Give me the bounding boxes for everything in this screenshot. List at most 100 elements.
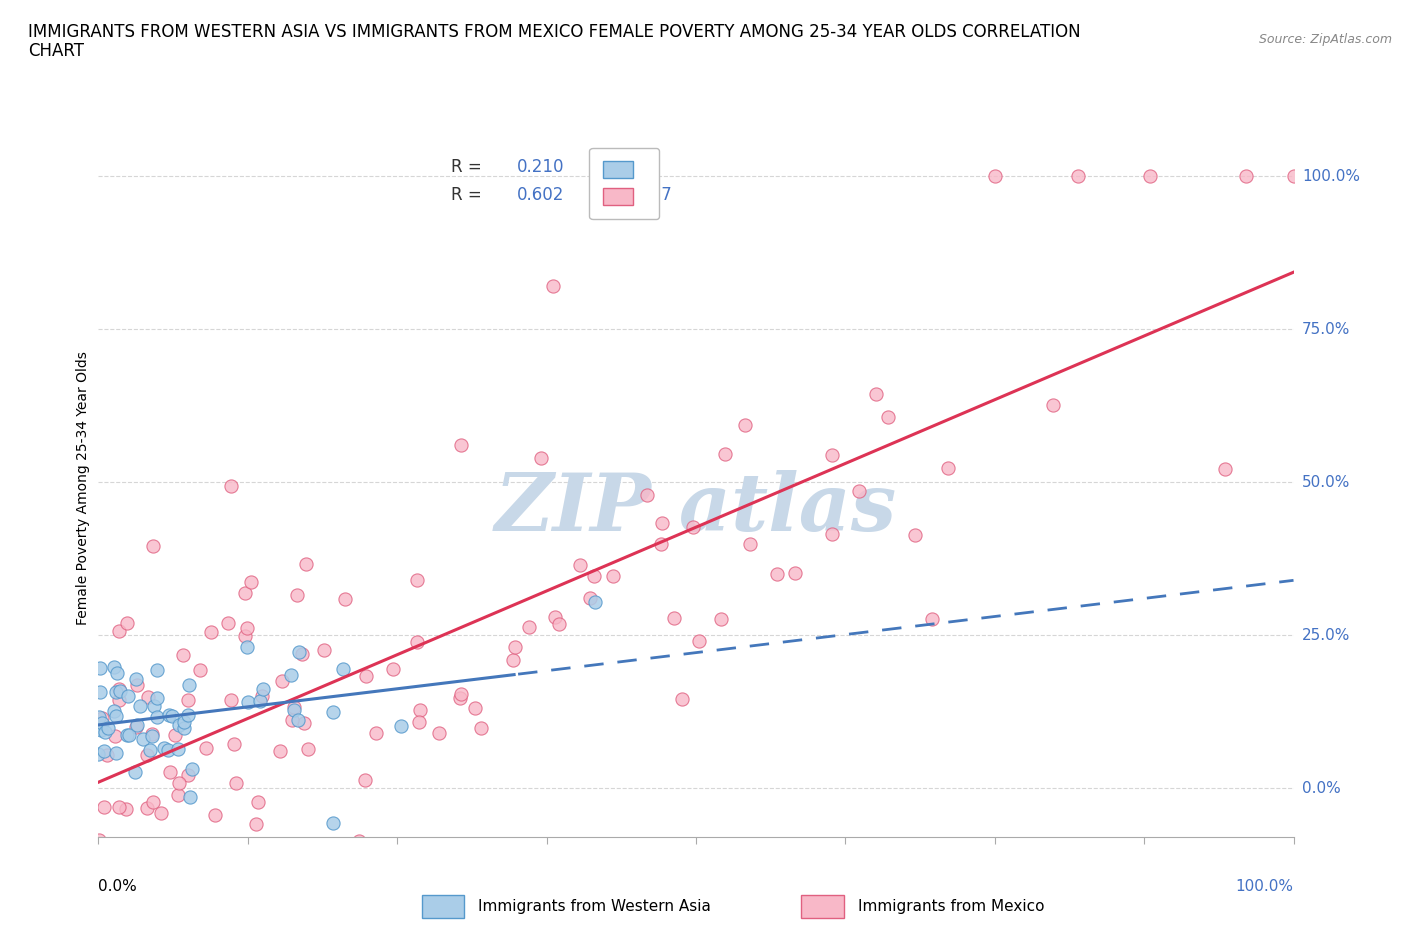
Point [153, 740, 176, 755]
Point [107, 693, 129, 708]
Point [145, 710, 167, 724]
Text: 25.0%: 25.0% [1302, 628, 1350, 643]
Text: ZIP atlas: ZIP atlas [495, 471, 897, 548]
Point [252, 689, 274, 704]
Point [87, 747, 110, 762]
Point [117, 616, 139, 631]
Point [269, 854, 291, 869]
Point [1215, 461, 1237, 476]
Text: 100.0%: 100.0% [1302, 168, 1360, 184]
Text: Immigrants from Western Asia: Immigrants from Western Asia [478, 899, 711, 914]
Text: CHART: CHART [28, 42, 84, 60]
Point [107, 624, 129, 639]
Point [124, 764, 146, 779]
Point [983, 168, 1005, 183]
Point [517, 619, 540, 634]
Point [464, 701, 486, 716]
Point [1234, 168, 1257, 183]
Point [569, 557, 592, 572]
Point [136, 748, 159, 763]
Point [129, 698, 152, 713]
Point [582, 568, 605, 583]
Point [87, 710, 110, 724]
Point [118, 727, 141, 742]
Point [821, 447, 844, 462]
Text: N =: N = [588, 158, 626, 177]
Point [1139, 168, 1161, 183]
Text: R =: R = [451, 186, 486, 205]
Point [93, 800, 115, 815]
Point [292, 716, 315, 731]
Point [283, 700, 305, 715]
Point [91, 716, 114, 731]
Point [172, 647, 194, 662]
Text: 0.0%: 0.0% [98, 879, 138, 894]
Text: 75.0%: 75.0% [1302, 322, 1350, 337]
Point [233, 586, 256, 601]
Point [1067, 168, 1090, 183]
Point [405, 573, 427, 588]
Point [177, 767, 200, 782]
Text: R =: R = [451, 158, 486, 177]
Point [125, 854, 148, 869]
Point [389, 719, 412, 734]
Point [450, 437, 472, 452]
Legend: , : , [589, 148, 659, 219]
Point [156, 743, 179, 758]
Point [103, 659, 125, 674]
Point [131, 731, 153, 746]
Point [877, 409, 900, 424]
Point [578, 591, 600, 606]
Point [103, 703, 125, 718]
Point [650, 537, 672, 551]
Point [105, 684, 128, 699]
Point [114, 801, 136, 816]
Point [108, 682, 131, 697]
Text: 50.0%: 50.0% [1302, 474, 1350, 489]
Point [1042, 397, 1064, 412]
Point [503, 640, 526, 655]
Point [236, 621, 259, 636]
Point [470, 721, 492, 736]
Point [544, 609, 567, 624]
Point [89, 684, 111, 699]
Point [382, 662, 405, 677]
Point [105, 666, 128, 681]
Point [738, 537, 761, 551]
Point [450, 686, 472, 701]
Point [904, 527, 927, 542]
Point [138, 743, 160, 758]
Point [936, 460, 959, 475]
Point [688, 633, 710, 648]
Point [146, 662, 169, 677]
Point [224, 737, 246, 751]
Point [405, 635, 427, 650]
Point [288, 644, 311, 659]
Point [821, 526, 844, 541]
Point [167, 776, 190, 790]
Point [142, 794, 165, 809]
Point [766, 567, 789, 582]
Point [636, 487, 658, 502]
Point [87, 832, 110, 847]
Point [150, 838, 173, 853]
Point [921, 612, 943, 627]
Point [104, 845, 127, 860]
Point [356, 669, 378, 684]
Point [167, 854, 190, 869]
Point [285, 588, 308, 603]
Point [312, 643, 335, 658]
Text: 0.0%: 0.0% [1302, 780, 1340, 795]
Text: 0.602: 0.602 [517, 186, 564, 205]
Point [141, 726, 163, 741]
Point [236, 695, 259, 710]
Point [125, 717, 148, 732]
Point [281, 712, 304, 727]
Point [103, 729, 125, 744]
Point [166, 741, 188, 756]
Point [295, 556, 318, 571]
Point [502, 653, 524, 668]
Point [602, 568, 624, 583]
Point [217, 616, 239, 631]
Point [252, 682, 274, 697]
